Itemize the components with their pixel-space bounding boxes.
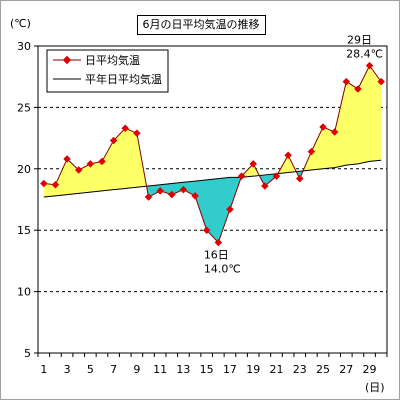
y-tick-label-20: 20: [17, 163, 31, 176]
annotation-16-line-0: 16日: [204, 248, 229, 261]
data-point-day-18: [237, 172, 246, 181]
legend-label-daily-mean: 日平均気温: [85, 53, 140, 67]
data-point-day-25: [319, 123, 327, 131]
data-point-day-16: [214, 238, 223, 247]
data-point-day-30: [377, 77, 386, 86]
data-point-day-6: [98, 157, 106, 166]
y-axis: 5 10 15 20 25 30: [17, 40, 38, 360]
data-point-day-27: [342, 77, 351, 86]
x-tick-label-25: 25: [316, 363, 330, 376]
data-point-day-10: [144, 193, 153, 201]
data-point-day-20: [260, 182, 269, 190]
x-tick-label-29: 29: [363, 363, 377, 376]
data-point-day-24: [307, 147, 316, 156]
fill-above-normal: [43, 65, 382, 198]
data-point-day-17: [226, 205, 234, 214]
x-tick-label-21: 21: [269, 363, 283, 376]
x-tick-label-5: 5: [87, 363, 94, 376]
difference-fill-areas: [43, 65, 382, 243]
x-tick-label-13: 13: [176, 363, 190, 376]
legend-label-normal: 平年日平均気温: [85, 72, 162, 86]
legend-swatch-daily-mean-marker: [62, 55, 72, 65]
x-tick-label-23: 23: [293, 363, 307, 376]
annotation-16-line-1: 14.0℃: [204, 262, 241, 275]
data-point-day-5: [86, 160, 95, 168]
data-point-day-11: [156, 187, 165, 195]
data-point-day-2: [51, 180, 60, 189]
y-tick-label-10: 10: [17, 286, 31, 299]
x-axis: 1 3 5 7 9 11 13 15 17 19 21 23 25 27 29: [37, 353, 388, 376]
data-point-day-21: [272, 172, 281, 181]
data-point-day-14: [191, 191, 199, 200]
y-axis-unit-label: (℃): [10, 17, 31, 30]
y-tick-label-30: 30: [17, 40, 31, 53]
data-point-day-23: [295, 174, 304, 183]
data-point-day-4: [74, 166, 83, 174]
data-point-day-7: [109, 136, 118, 145]
y-tick-label-5: 5: [24, 347, 31, 360]
annotation-29-line-1: 28.4℃: [346, 48, 383, 61]
data-point-day-12: [167, 190, 176, 199]
data-point-day-9: [133, 129, 141, 138]
data-point-day-19: [249, 160, 258, 168]
legend: 日平均気温 平年日平均気温: [46, 49, 169, 93]
y-tick-label-15: 15: [17, 224, 31, 237]
data-point-day-15: [202, 226, 211, 235]
data-point-day-1: [39, 179, 48, 188]
data-point-day-8: [121, 124, 130, 133]
data-point-day-3: [63, 155, 71, 163]
data-point-day-26: [330, 128, 339, 136]
x-tick-label-15: 15: [200, 363, 214, 376]
x-tick-label-17: 17: [223, 363, 237, 376]
x-tick-label-9: 9: [133, 363, 140, 376]
fill-below-normal: [43, 160, 382, 243]
x-tick-label-27: 27: [339, 363, 353, 376]
data-point-day-13: [179, 185, 188, 194]
x-tick-label-1: 1: [40, 363, 47, 376]
x-tick-label-3: 3: [64, 363, 71, 376]
x-axis-unit-label: (日): [365, 381, 385, 394]
annotation-29-line-0: 29日: [347, 34, 372, 47]
daily-mean-markers: [39, 61, 386, 247]
data-point-day-28: [354, 85, 362, 93]
y-tick-label-25: 25: [17, 101, 31, 114]
x-tick-label-11: 11: [153, 363, 167, 376]
normal-mean-line: [43, 159, 382, 198]
data-point-day-22: [284, 151, 292, 160]
data-point-day-29: [365, 61, 374, 70]
x-tick-label-19: 19: [246, 363, 260, 376]
x-tick-label-7: 7: [110, 363, 117, 376]
